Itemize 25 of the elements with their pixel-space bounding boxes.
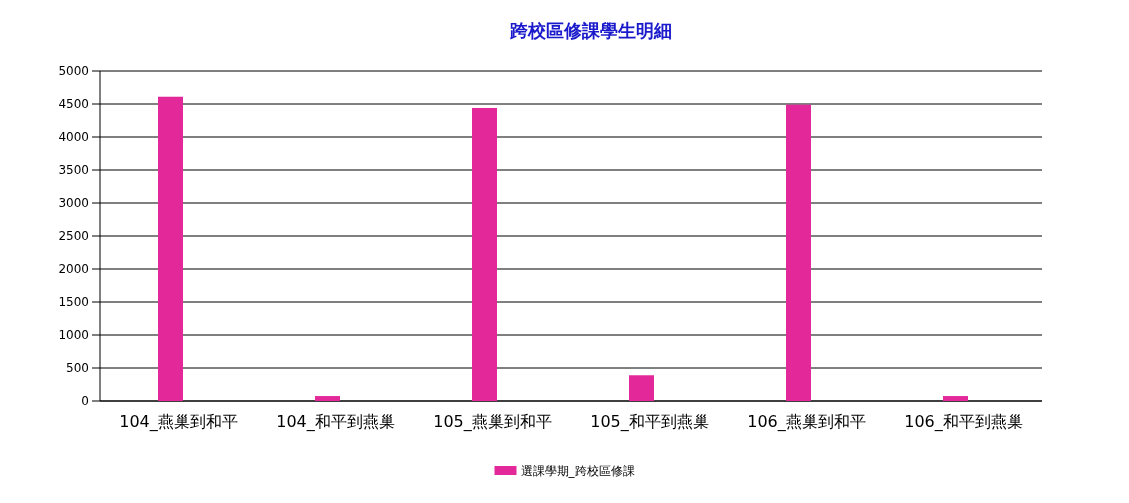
y-tick-label: 2000: [58, 262, 89, 276]
y-tick-label: 3500: [58, 163, 89, 177]
bar: [943, 396, 968, 401]
y-tick-label: 0: [81, 394, 89, 408]
x-tick-label: 105_燕巢到和平: [433, 412, 552, 432]
x-tick-label: 106_燕巢到和平: [747, 412, 866, 432]
legend-label: 選課學期_跨校區修課: [520, 464, 635, 478]
y-tick-label: 500: [66, 361, 89, 375]
y-tick-label: 1500: [58, 295, 89, 309]
x-tick-label: 104_和平到燕巢: [276, 412, 395, 432]
chart-title: 跨校區修課學生明細: [509, 20, 672, 41]
bar: [315, 396, 340, 401]
y-tick-label: 4000: [58, 130, 89, 144]
x-tick-label: 105_和平到燕巢: [590, 412, 709, 432]
y-tick-label: 1000: [58, 328, 89, 342]
y-tick-label: 2500: [58, 229, 89, 243]
x-tick-label: 104_燕巢到和平: [119, 412, 238, 432]
bar: [472, 107, 497, 401]
bar: [158, 96, 183, 401]
bar: [786, 104, 811, 401]
y-tick-label: 3000: [58, 196, 89, 210]
y-tick-label: 5000: [58, 64, 89, 78]
bar: [629, 375, 654, 401]
x-tick-label: 106_和平到燕巢: [904, 412, 1023, 432]
y-tick-label: 4500: [58, 97, 89, 111]
